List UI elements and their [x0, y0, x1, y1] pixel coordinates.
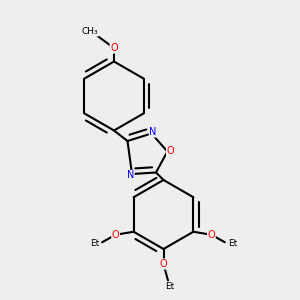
Text: Et: Et [165, 282, 174, 291]
Text: CH₃: CH₃ [82, 27, 98, 36]
Text: O: O [208, 230, 215, 240]
Text: Et: Et [228, 239, 237, 248]
Text: O: O [160, 259, 167, 269]
Text: N: N [127, 170, 134, 181]
Text: O: O [112, 230, 119, 240]
Text: Et: Et [90, 239, 99, 248]
Text: O: O [167, 146, 174, 157]
Text: O: O [110, 43, 118, 53]
Text: N: N [149, 127, 157, 137]
